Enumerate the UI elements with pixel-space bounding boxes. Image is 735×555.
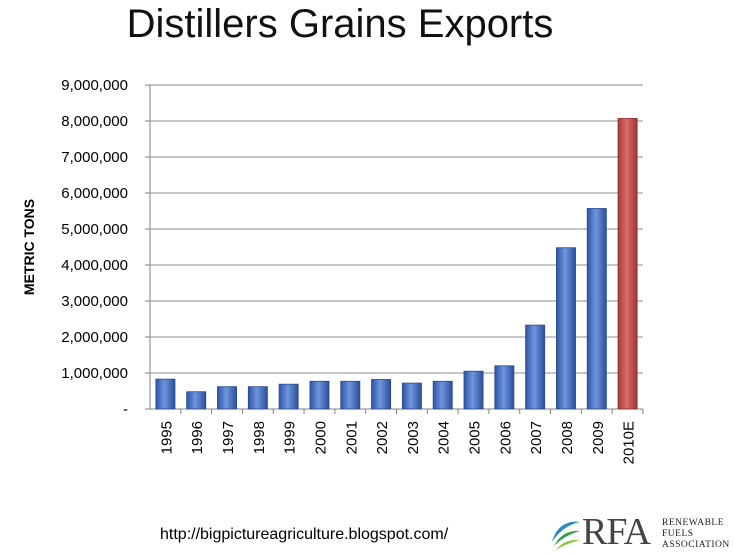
x-tick-label: 2003 [405,421,422,454]
source-url: http://bigpictureagriculture.blogspot.co… [160,526,449,543]
bar-2009 [586,208,607,410]
x-tick-label: 1998 [251,421,268,454]
x-tick-label: 2007 [528,421,545,454]
logo-text: RFA [582,511,651,553]
x-tick-label: 1996 [189,421,206,454]
bar-1996 [186,391,207,410]
bar-2010E [617,118,638,410]
y-tick-label: - [123,401,128,418]
y-tick-label: 5,000,000 [61,221,128,238]
x-tick-label: 2009 [590,421,607,454]
bar-chart: - 1,000,000 2,000,000 3,000,000 4,000,000 5,0… [21,77,644,464]
bar-2007 [525,324,546,410]
leaf-icon [552,521,580,550]
bar-2003 [401,382,422,410]
x-tick-label: 2008 [559,421,576,454]
y-tick-label: 1,000,000 [61,365,128,382]
y-tick-label: 6,000,000 [61,185,128,202]
bar-2005 [463,370,484,410]
logo-line-1: RENEWABLE [662,518,725,528]
y-tick-label: 3,000,000 [61,293,128,310]
bar-1995 [155,378,176,410]
bar-1997 [217,386,237,410]
x-axis-ticks: 1995 1996 1997 1998 1999 2000 2001 2002 2003 2004… [158,421,637,464]
y-tick-label: 4,000,000 [61,257,128,274]
bar-2004 [432,380,453,410]
x-tick-label: 2004 [436,421,453,454]
y-axis-label: METRIC TONS [21,199,37,295]
rfa-logo: RFA RENEWABLE FUELS ASSOCIATION [548,511,733,553]
y-tick-label: 9,000,000 [61,77,128,94]
x-tick-label: 1995 [158,421,175,454]
x-tick-label: 1997 [220,421,237,454]
bar-2006 [494,365,515,410]
y-tick-label: 2,000,000 [61,329,128,346]
chart-title: Distillers Grains Exports [126,2,554,46]
x-tick-label: 2005 [467,421,484,454]
bar-2002 [371,379,392,410]
y-axis-ticks: - 1,000,000 2,000,000 3,000,000 4,000,000 5,0… [61,77,128,418]
x-tick-label: 2001 [343,421,360,454]
logo-line-3: ASSOCIATION [662,540,730,550]
bar-2008 [556,247,576,410]
bar-1999 [278,383,299,410]
x-tick-label: 2000 [312,421,329,454]
logo-line-2: FUELS [662,529,694,539]
x-tick-label: 2010E [621,421,638,464]
y-tick-label: 7,000,000 [61,149,128,166]
bar-2000 [309,380,330,410]
bars [155,118,638,410]
bar-1998 [247,386,268,410]
bar-2001 [340,380,361,410]
x-tick-label: 2002 [374,421,391,454]
x-tick-label: 1999 [282,421,299,454]
y-tick-label: 8,000,000 [61,113,128,130]
x-tick-label: 2006 [497,421,514,454]
